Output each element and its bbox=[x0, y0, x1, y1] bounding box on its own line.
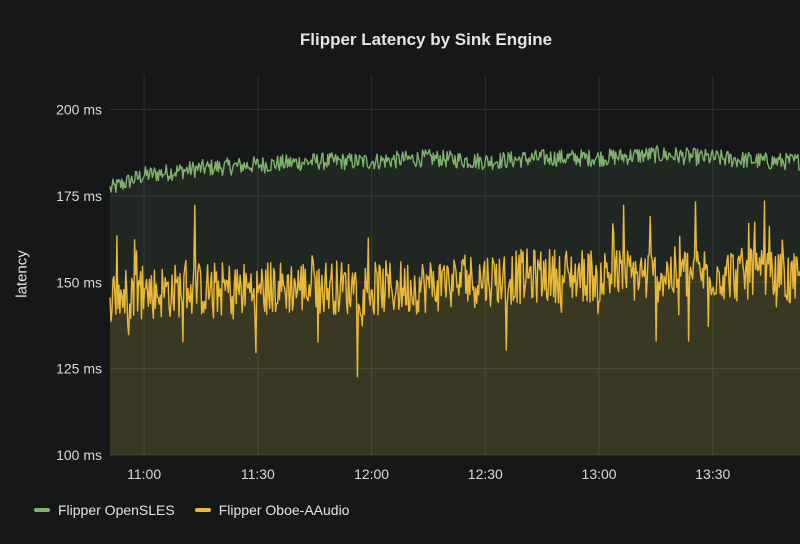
legend: Flipper OpenSLES Flipper Oboe-AAudio bbox=[34, 502, 349, 518]
legend-item-opensles[interactable]: Flipper OpenSLES bbox=[34, 502, 175, 518]
x-tick-label: 13:00 bbox=[582, 466, 617, 482]
y-axis-label: latency bbox=[13, 250, 31, 298]
y-tick-label: 175 ms bbox=[56, 188, 102, 204]
legend-item-oboe-aaudio[interactable]: Flipper Oboe-AAudio bbox=[194, 502, 350, 518]
series-line-1 bbox=[109, 200, 800, 378]
x-tick-label: 11:00 bbox=[127, 466, 161, 482]
legend-swatch-opensles bbox=[34, 508, 50, 512]
x-tick-label: 12:00 bbox=[354, 466, 389, 482]
legend-swatch-oboe-aaudio bbox=[194, 508, 211, 512]
series-area-0 bbox=[110, 145, 800, 455]
y-tick-label: 200 ms bbox=[56, 102, 102, 118]
chart-title: Flipper Latency by Sink Engine bbox=[299, 30, 553, 49]
y-tick-label: 150 ms bbox=[56, 274, 102, 290]
y-tick-label: 100 ms bbox=[56, 447, 102, 463]
y-tick-label: 125 ms bbox=[56, 361, 102, 377]
x-tick-label: 12:30 bbox=[468, 466, 503, 482]
legend-label-oboe-aaudio: Flipper Oboe-AAudio bbox=[218, 502, 350, 518]
x-tick-label: 13:30 bbox=[695, 466, 730, 482]
series-line-0 bbox=[109, 145, 800, 193]
x-tick-label: 11:30 bbox=[241, 466, 275, 482]
legend-label-opensles: Flipper OpenSLES bbox=[58, 502, 175, 518]
